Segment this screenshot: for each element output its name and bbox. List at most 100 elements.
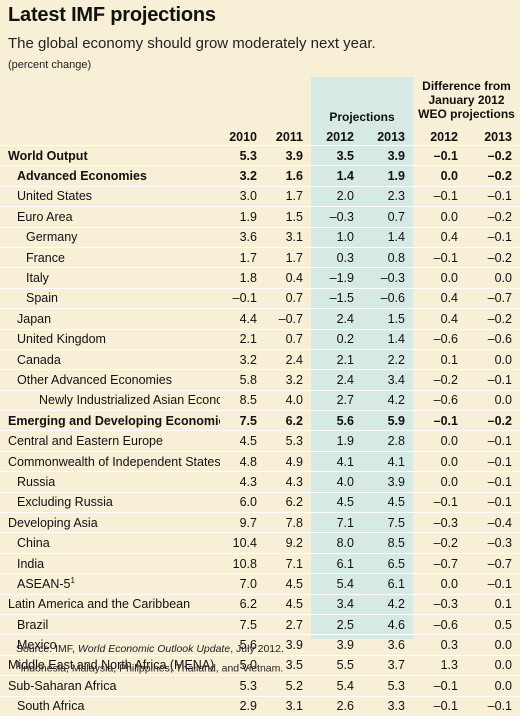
table-cell: –0.1: [466, 185, 520, 207]
table-cell: 0.3: [413, 634, 466, 656]
table-cell: 6.2: [265, 410, 311, 431]
table-cell: 3.7: [362, 654, 413, 676]
table-cell: 1.7: [265, 185, 311, 207]
table-cell: –0.2: [466, 144, 520, 166]
table-cell: –0.7: [413, 552, 466, 574]
table-row: India 10.8 7.1 6.1 6.5 –0.7 –0.7: [0, 552, 520, 574]
projections-table: 2010 2011 2012 2013 2012 2013 World Outp…: [0, 129, 520, 716]
table-cell: 2.4: [311, 308, 362, 330]
table-cell: –0.7: [466, 287, 520, 309]
footnote-marker: 1: [16, 660, 21, 669]
row-label-text: Sub-Saharan Africa: [8, 678, 117, 693]
table-row: Euro Area 1.9 1.5 –0.3 0.7 0.0 –0.2: [0, 206, 520, 228]
table-cell: –0.1: [466, 695, 520, 716]
table-cell: –0.1: [466, 491, 520, 513]
column-header-row: 2010 2011 2012 2013 2012 2013: [0, 129, 520, 146]
row-label-text: Latin America and the Caribbean: [8, 597, 191, 612]
row-label: Middle East and North Africa (MENA): [0, 654, 220, 676]
unit-note: (percent change): [8, 59, 92, 71]
table-cell: 6.2: [265, 491, 311, 513]
table-row: Sub-Saharan Africa 5.3 5.2 5.4 5.3 –0.1 0.0: [0, 675, 520, 697]
table-cell: –0.1: [413, 675, 466, 697]
table-cell: 4.5: [265, 593, 311, 615]
table-cell: 3.9: [265, 144, 311, 166]
table-cell: –0.1: [466, 369, 520, 391]
table-cell: –0.7: [466, 552, 520, 574]
table-cell: 5.9: [362, 410, 413, 431]
row-label-text: World Output: [8, 148, 88, 163]
row-label-text: Excluding Russia: [17, 495, 113, 510]
row-label-text: United Kingdom: [17, 332, 106, 347]
table-cell: 3.0: [220, 185, 265, 207]
table-cell: –0.3: [311, 206, 362, 228]
column-header: 2012: [430, 130, 458, 144]
table-row: United Kingdom 2.1 0.7 0.2 1.4 –0.6 –0.6: [0, 328, 520, 350]
table-cell: 2.7: [311, 389, 362, 411]
column-header: 2010: [229, 130, 257, 144]
table-cell: 1.5: [265, 206, 311, 228]
table-cell: 1.0: [311, 226, 362, 248]
table-cell: 0.0: [413, 573, 466, 595]
table-cell: 3.3: [362, 695, 413, 716]
table-cell: 7.8: [265, 512, 311, 533]
table-cell: 0.5: [466, 613, 520, 635]
table-row: Brazil 7.5 2.7 2.5 4.6 –0.6 0.5: [0, 613, 520, 635]
table-cell: –0.7: [265, 308, 311, 330]
table-cell: –0.6: [466, 328, 520, 350]
row-label: Other Advanced Economies: [0, 369, 220, 391]
table-cell: 2.2: [362, 348, 413, 370]
table-cell: 3.6: [220, 226, 265, 248]
row-label-text: ASEAN-5: [17, 577, 71, 592]
row-label-text: Euro Area: [17, 209, 73, 224]
table-cell: 5.3: [220, 675, 265, 697]
table-cell: 4.2: [362, 389, 413, 411]
table-row: Emerging and Developing Economies 7.5 6.2 5…: [0, 410, 520, 431]
table-cell: 3.4: [362, 369, 413, 391]
table-cell: 5.5: [311, 654, 362, 676]
table-cell: 7.5: [362, 512, 413, 533]
difference-group-header: Difference from January 2012 WEO project…: [418, 79, 515, 121]
subtitle: The global economy should grow moderatel…: [8, 35, 376, 52]
row-label-text: India: [17, 556, 45, 571]
table-cell: –0.1: [413, 246, 466, 268]
table-cell: 0.0: [466, 267, 520, 289]
table-row: Germany 3.6 3.1 1.0 1.4 0.4 –0.1: [0, 226, 520, 248]
table-cell: 6.2: [220, 593, 265, 615]
table-cell: 0.0: [413, 206, 466, 228]
row-label-text: Newly Industrialized Asian Economies: [39, 393, 220, 408]
table-cell: 1.5: [362, 308, 413, 330]
table-cell: –0.2: [466, 410, 520, 431]
row-label: Developing Asia: [0, 512, 220, 533]
table-cell: –0.4: [466, 512, 520, 533]
row-label-text: China: [17, 536, 50, 551]
row-label-text: Developing Asia: [8, 515, 98, 530]
table-cell: –0.3: [413, 593, 466, 615]
table-cell: –0.6: [413, 328, 466, 350]
row-label-text: South Africa: [17, 699, 85, 714]
footnote-text: Indonesia, Malaysia, Philippines, Thaila…: [20, 662, 284, 675]
table-row: Canada 3.2 2.4 2.1 2.2 0.1 0.0: [0, 348, 520, 370]
source-publication: World Economic Outlook Update: [77, 643, 231, 655]
table-cell: –0.6: [413, 389, 466, 411]
table-cell: 3.2: [220, 165, 265, 187]
table-cell: 0.4: [413, 287, 466, 309]
table-cell: –0.1: [466, 471, 520, 493]
table-cell: 4.5: [265, 573, 311, 595]
table-cell: 4.3: [265, 471, 311, 493]
table-cell: –0.1: [413, 695, 466, 716]
table-cell: 0.7: [265, 287, 311, 309]
row-label-text: Russia: [17, 474, 56, 489]
row-label-text: Advanced Economies: [17, 169, 147, 184]
table-cell: 4.4: [220, 308, 265, 330]
table-cell: 2.1: [220, 328, 265, 350]
table-row: Russia 4.3 4.3 4.0 3.9 0.0 –0.1: [0, 471, 520, 493]
table-cell: 8.5: [220, 389, 265, 411]
row-label: Russia: [0, 471, 220, 493]
table-cell: 1.3: [413, 654, 466, 676]
row-label: India: [0, 552, 220, 574]
row-label-text: Japan: [17, 311, 52, 326]
table-cell: 1.9: [362, 165, 413, 187]
table-cell: –0.1: [220, 287, 265, 309]
table-cell: 4.1: [362, 450, 413, 472]
table-cell: 3.4: [311, 593, 362, 615]
